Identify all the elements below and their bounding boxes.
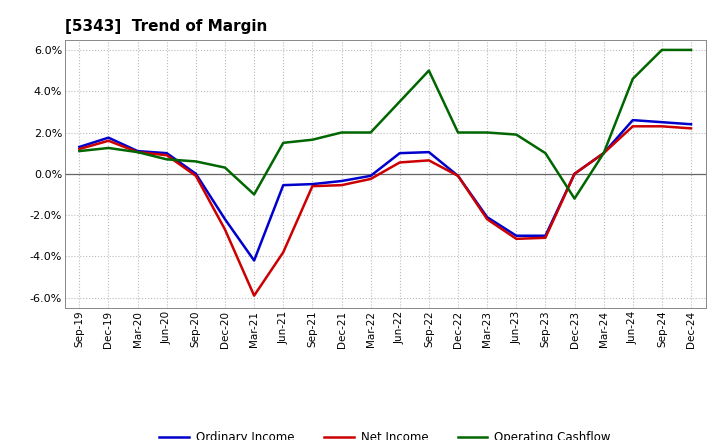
Ordinary Income [687,121,696,127]
Ordinary Income [192,171,200,176]
Ordinary Income [163,150,171,156]
Ordinary Income [395,150,404,156]
Ordinary Income [366,173,375,179]
Operating Cashflow [366,130,375,135]
Operating Cashflow [629,76,637,81]
Ordinary Income [512,233,521,238]
Ordinary Income [425,150,433,155]
Net Income [541,235,550,240]
Ordinary Income [541,233,550,238]
Operating Cashflow [512,132,521,137]
Ordinary Income [75,144,84,150]
Operating Cashflow [133,150,142,155]
Ordinary Income [454,173,462,179]
Net Income [395,160,404,165]
Net Income [133,150,142,155]
Ordinary Income [337,178,346,183]
Ordinary Income [279,183,287,188]
Net Income [308,183,317,189]
Operating Cashflow [337,130,346,135]
Net Income [657,124,666,129]
Ordinary Income [657,120,666,125]
Ordinary Income [133,148,142,154]
Operating Cashflow [657,47,666,52]
Operating Cashflow [250,192,258,197]
Operating Cashflow [541,150,550,156]
Net Income [366,176,375,182]
Legend: Ordinary Income, Net Income, Operating Cashflow: Ordinary Income, Net Income, Operating C… [155,427,616,440]
Ordinary Income [308,181,317,187]
Ordinary Income [599,150,608,156]
Line: Net Income: Net Income [79,126,691,296]
Ordinary Income [570,171,579,176]
Operating Cashflow [75,148,84,154]
Net Income [163,153,171,158]
Operating Cashflow [163,157,171,162]
Net Income [483,216,492,222]
Operating Cashflow [395,99,404,104]
Operating Cashflow [104,145,113,150]
Line: Ordinary Income: Ordinary Income [79,120,691,260]
Operating Cashflow [454,130,462,135]
Net Income [454,173,462,179]
Line: Operating Cashflow: Operating Cashflow [79,50,691,198]
Operating Cashflow [599,150,608,156]
Ordinary Income [483,215,492,220]
Net Income [599,150,608,156]
Net Income [192,173,200,179]
Operating Cashflow [279,140,287,146]
Net Income [570,171,579,176]
Net Income [512,236,521,242]
Net Income [279,249,287,255]
Net Income [75,147,84,152]
Operating Cashflow [483,130,492,135]
Net Income [425,158,433,163]
Net Income [220,227,229,232]
Operating Cashflow [220,165,229,170]
Operating Cashflow [425,68,433,73]
Net Income [337,183,346,188]
Operating Cashflow [308,137,317,143]
Ordinary Income [104,135,113,140]
Net Income [250,293,258,298]
Net Income [687,126,696,131]
Operating Cashflow [687,47,696,52]
Ordinary Income [250,258,258,263]
Operating Cashflow [570,196,579,201]
Net Income [104,138,113,143]
Net Income [629,124,637,129]
Ordinary Income [220,216,229,222]
Ordinary Income [629,117,637,123]
Operating Cashflow [192,159,200,164]
Text: [5343]  Trend of Margin: [5343] Trend of Margin [65,19,267,34]
